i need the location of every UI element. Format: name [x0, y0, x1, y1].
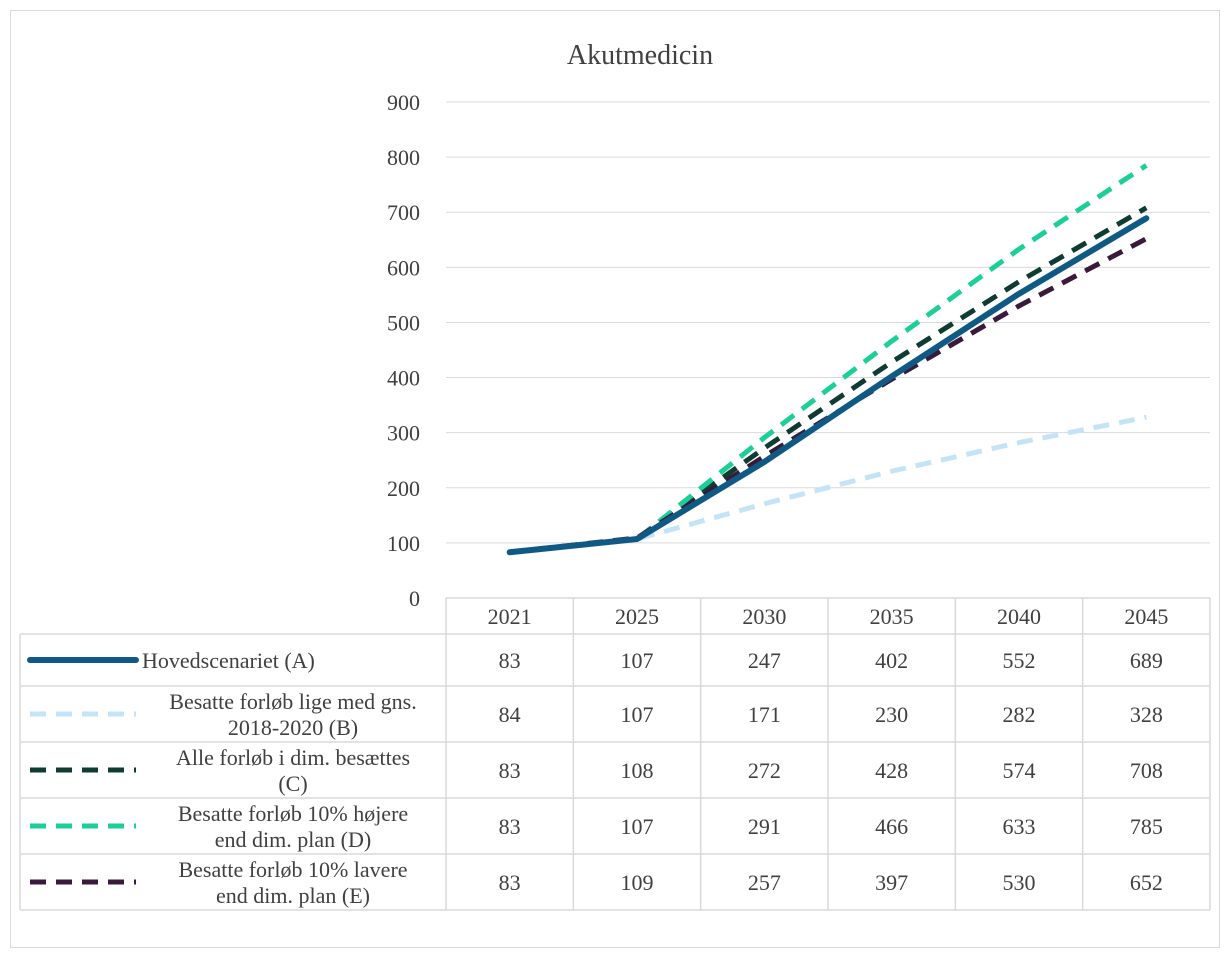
legend-label: 2018-2020 (B): [228, 715, 358, 740]
y-tick-label: 0: [409, 586, 420, 611]
series-line: [509, 205, 1148, 555]
data-table: 2021 2025 2030 2035 2040 2045 Hovedscenariet (…: [19, 597, 1211, 911]
y-tick-label: 900: [387, 90, 420, 115]
data-cell: 689: [1130, 648, 1163, 673]
y-tick-label: 100: [387, 531, 420, 556]
data-cell: 107: [621, 814, 654, 839]
data-cell: 83: [499, 648, 521, 673]
data-cell: 328: [1130, 702, 1163, 727]
legend-label: Hovedscenariet (A): [142, 648, 315, 673]
series-line: [509, 236, 1148, 555]
data-cell: 652: [1130, 870, 1163, 895]
data-cell: 257: [748, 870, 781, 895]
data-cell: 574: [1003, 758, 1036, 783]
data-cell: 84: [499, 702, 521, 727]
data-cell: 282: [1003, 702, 1036, 727]
legend-label: Besatte forløb 10% lavere: [178, 857, 407, 882]
data-cell: 247: [748, 648, 781, 673]
data-cell: 272: [748, 758, 781, 783]
data-cell: 402: [875, 648, 908, 673]
data-cell: 171: [748, 702, 781, 727]
y-tick-label: 500: [387, 310, 420, 335]
series-line: [509, 163, 1148, 555]
series-line: [506, 215, 1150, 556]
y-tick-label: 200: [387, 476, 420, 501]
data-cell: 83: [499, 758, 521, 783]
data-cell: 230: [875, 702, 908, 727]
data-cell: 108: [621, 758, 654, 783]
data-cell: 107: [621, 648, 654, 673]
y-tick-label: 400: [387, 366, 420, 391]
legend-label: Besatte forløb 10% højere: [178, 801, 408, 826]
legend-label: end dim. plan (D): [215, 827, 371, 852]
y-tick-label: 600: [387, 255, 420, 280]
y-tick-label: 800: [387, 145, 420, 170]
category-label: 2045: [1124, 604, 1168, 629]
category-label: 2035: [870, 604, 914, 629]
y-axis-tick-labels: 0 100 200 300 400 500 600 700 800 900: [387, 90, 420, 611]
data-cell: 552: [1003, 648, 1036, 673]
data-cell: 466: [875, 814, 908, 839]
category-label: 2025: [615, 604, 659, 629]
y-tick-label: 300: [387, 421, 420, 446]
data-cell: 397: [875, 870, 908, 895]
data-cell: 428: [875, 758, 908, 783]
legend-label: (C): [278, 771, 307, 796]
legend-label: Besatte forløb lige med gns.: [169, 689, 416, 714]
category-label: 2021: [488, 604, 532, 629]
data-cell: 83: [499, 814, 521, 839]
gridlines: [446, 101, 1210, 544]
data-cell: 291: [748, 814, 781, 839]
category-label: 2030: [742, 604, 786, 629]
data-cell: 107: [621, 702, 654, 727]
category-label: 2040: [997, 604, 1041, 629]
y-tick-label: 700: [387, 200, 420, 225]
series-lines: [506, 163, 1150, 556]
data-cell: 109: [621, 870, 654, 895]
data-cell: 708: [1130, 758, 1163, 783]
series-line: [509, 414, 1147, 555]
chart-frame: [10, 10, 1220, 948]
legend-label: Alle forløb i dim. besættes: [176, 745, 410, 770]
data-cell: 530: [1003, 870, 1036, 895]
data-cell: 83: [499, 870, 521, 895]
data-cell: 633: [1003, 814, 1036, 839]
data-cell: 785: [1130, 814, 1163, 839]
legend-label: end dim. plan (E): [216, 883, 370, 908]
chart-title: Akutmedicin: [567, 40, 713, 71]
